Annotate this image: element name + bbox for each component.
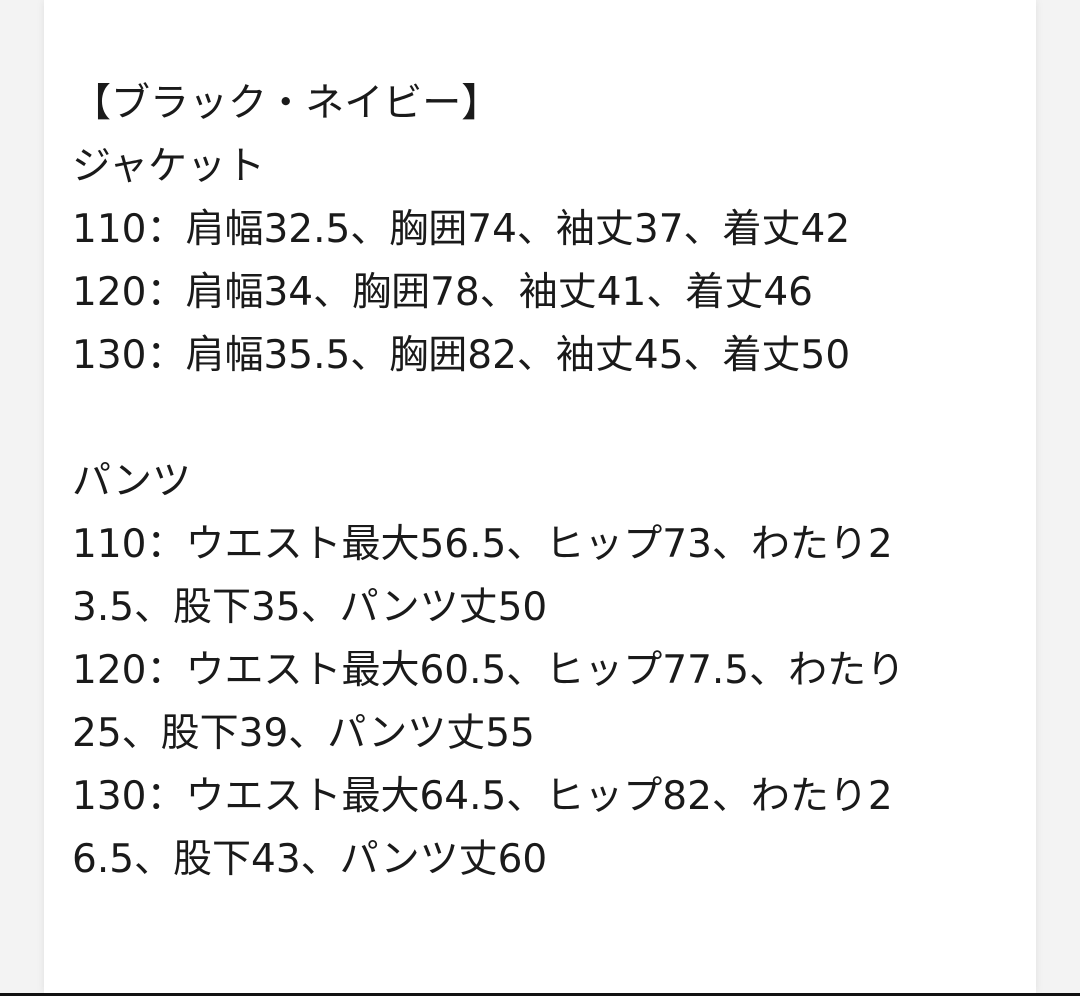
jacket-size-110: 110：肩幅32.5、胸囲74、袖丈37、着丈42 (72, 207, 851, 252)
bottom-divider (0, 993, 1080, 996)
pants-size-130-cont: 6.5、股下43、パンツ丈60 (72, 837, 548, 882)
jacket-size-130: 130：肩幅35.5、胸囲82、袖丈45、着丈50 (72, 333, 851, 378)
jacket-size-120: 120：肩幅34、胸囲78、袖丈41、着丈46 (72, 270, 813, 315)
section-pants: パンツ (72, 459, 191, 504)
pants-size-110-cont: 3.5、股下35、パンツ丈50 (72, 585, 548, 630)
pants-size-110: 110：ウエスト最大56.5、ヒップ73、わたり2 (72, 522, 893, 567)
size-description: 【ブラック・ネイビー】 ジャケット 110：肩幅32.5、胸囲74、袖丈37、着… (44, 72, 1036, 891)
pants-size-120-cont: 25、股下39、パンツ丈55 (72, 711, 535, 756)
blank-line (72, 387, 1036, 450)
content-card: 【ブラック・ネイビー】 ジャケット 110：肩幅32.5、胸囲74、袖丈37、着… (44, 0, 1036, 993)
section-jacket: ジャケット (72, 144, 266, 189)
pants-size-120: 120：ウエスト最大60.5、ヒップ77.5、わたり (72, 648, 906, 693)
pants-size-130: 130：ウエスト最大64.5、ヒップ82、わたり2 (72, 774, 893, 819)
heading-color: 【ブラック・ネイビー】 (72, 81, 501, 126)
